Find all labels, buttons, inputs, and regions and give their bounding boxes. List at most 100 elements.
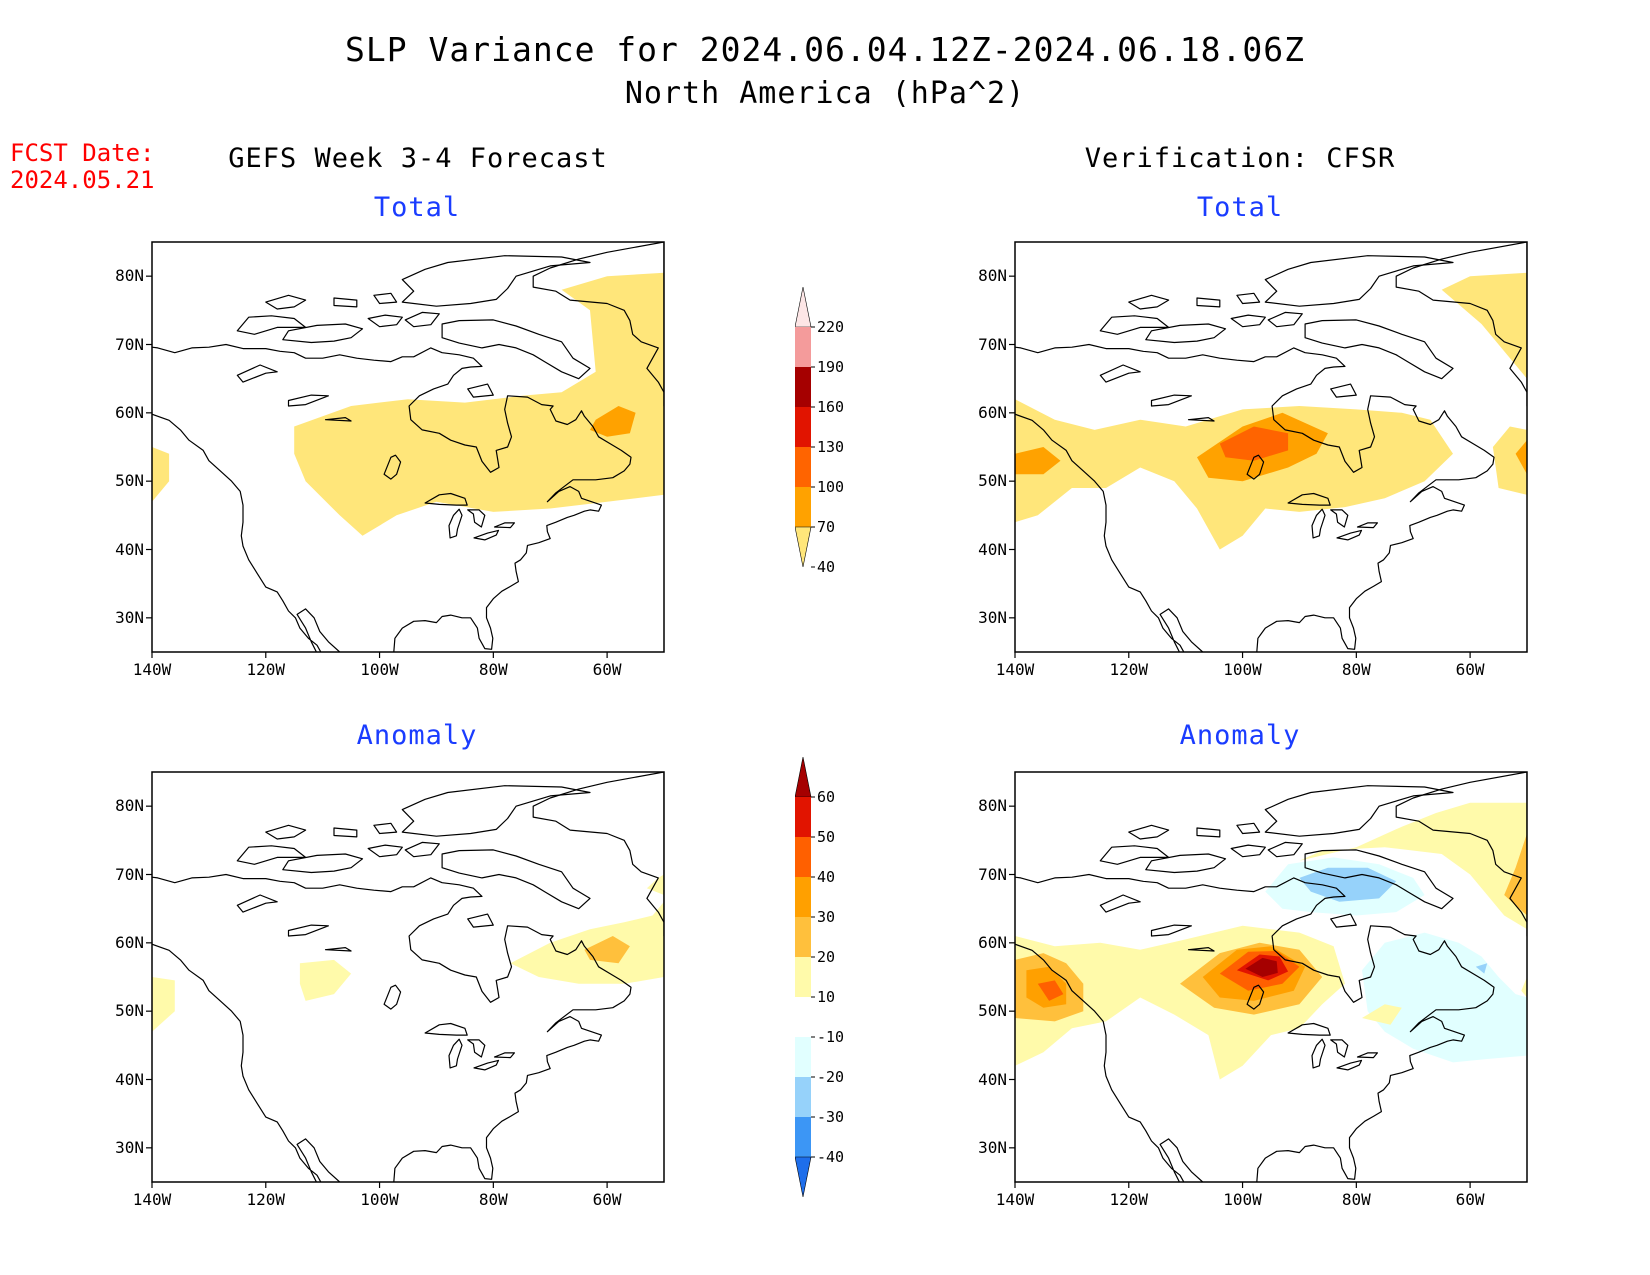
left-column-title: GEFS Week 3-4 Forecast [228, 143, 608, 174]
lat-tick-label: 80N [978, 796, 1007, 816]
lat-tick-label: 30N [115, 1137, 144, 1157]
lat-tick-label: 60N [115, 402, 144, 422]
colorbar-tick-label: 20 [817, 948, 836, 966]
lon-tick-label: 120W [246, 660, 286, 679]
shaded-region [1521, 977, 1527, 998]
colorbar-swatch [795, 997, 811, 1037]
colorbar-tick-label: -20 [817, 1068, 845, 1086]
colorbar-tick-label: 10 [817, 988, 836, 1006]
lat-tick-label: 70N [978, 864, 1007, 884]
colorbar-tick-label: 50 [817, 828, 836, 846]
lat-tick-label: 80N [115, 796, 144, 816]
shaded-region [590, 406, 636, 437]
colorbar-swatch [795, 447, 811, 487]
colorbar-tick-label: 220 [817, 318, 845, 336]
colorbar-tick-label: 190 [817, 358, 845, 376]
lon-tick-label: 100W [1223, 1190, 1262, 1209]
lon-tick-label: 120W [246, 1190, 286, 1209]
colorbar-tick-label: 30 [817, 908, 836, 926]
shaded-region [1441, 272, 1527, 379]
figure-title: SLP Variance for 2024.06.04.12Z-2024.06.… [345, 30, 1305, 69]
lat-tick-label: 30N [978, 1137, 1007, 1157]
colorbar-tick-label: 130 [817, 438, 845, 456]
panel-title-gefs-anomaly: Anomaly [356, 720, 478, 751]
shaded-region [646, 874, 664, 895]
lat-tick-label: 30N [978, 607, 1007, 627]
right-column-title: Verification: CFSR [1084, 143, 1396, 174]
lat-tick-label: 40N [978, 1069, 1007, 1089]
map-plot [1009, 771, 1528, 1188]
shaded-region [1475, 963, 1488, 974]
lon-tick-label: 140W [995, 1190, 1035, 1209]
colorbar-tick-label: -30 [817, 1108, 845, 1126]
fcst-date-value: 2024.05.21 [10, 166, 155, 194]
lat-tick-label: 60N [978, 932, 1007, 952]
lat-tick-label: 40N [115, 1069, 144, 1089]
colorbar-graphic [794, 286, 815, 568]
shaded-region [1299, 802, 1527, 930]
colorbar-swatch [794, 1156, 812, 1198]
colorbar-tick-label: 40 [817, 558, 836, 576]
colorbar-swatch [795, 1037, 811, 1077]
lat-tick-label: 40N [115, 539, 144, 559]
colorbar-swatch [795, 957, 811, 997]
lat-tick-label: 50N [115, 1001, 144, 1021]
panel-title-cfsr-anomaly: Anomaly [1179, 720, 1301, 751]
lat-tick-label: 70N [115, 864, 144, 884]
panel-title-gefs-total: Total [373, 192, 461, 223]
lon-tick-label: 140W [132, 1190, 172, 1209]
lon-tick-label: 100W [360, 1190, 399, 1209]
lat-tick-label: 70N [978, 334, 1007, 354]
shaded-region [152, 977, 175, 1032]
map-plot [1009, 241, 1528, 658]
map-gefs-anomaly: 80N 70N 60N 50N 40N 30N 140W 120W 100W 80W 60W [115, 771, 665, 1209]
figure-subtitle: North America (hPa^2) [624, 76, 1026, 111]
shaded-region [1219, 426, 1289, 461]
colorbar-tick-label: 60 [817, 788, 836, 806]
shaded-region [1362, 1004, 1402, 1025]
panel-title-cfsr-total: Total [1196, 192, 1284, 223]
shaded-region [1515, 440, 1527, 475]
shaded-region [299, 959, 352, 1001]
colorbar-swatch [795, 407, 811, 447]
map-cfsr-anomaly: 80N 70N 60N 50N 40N 30N 140W 120W 100W 80W 60W [978, 771, 1528, 1209]
shaded-region [1504, 833, 1527, 916]
lat-tick-label: 60N [115, 932, 144, 952]
colorbar-swatch [795, 1077, 811, 1117]
lat-tick-label: 50N [978, 1001, 1007, 1021]
shaded-region [1492, 426, 1527, 495]
lon-tick-label: 60W [592, 660, 622, 679]
fcst-date-label: FCST Date: [10, 139, 155, 167]
lat-tick-label: 70N [115, 334, 144, 354]
colorbar-swatch [794, 526, 812, 568]
colorbar-tick-label: 100 [817, 478, 845, 496]
colorbar-tick-label: 160 [817, 398, 845, 416]
map-plot [146, 241, 665, 658]
shaded-region [1245, 957, 1278, 977]
lat-tick-label: 50N [978, 471, 1007, 491]
lon-tick-label: 60W [1455, 1190, 1485, 1209]
lat-tick-label: 80N [978, 266, 1007, 286]
lon-tick-label: 100W [360, 660, 399, 679]
colorbar-tick-label: 70 [817, 518, 836, 536]
lon-tick-label: 140W [132, 660, 172, 679]
colorbar-swatch [795, 877, 811, 917]
colorbar-swatch [794, 286, 812, 328]
lat-tick-label: 50N [115, 471, 144, 491]
shaded-region [510, 901, 664, 984]
fcst-date-block: FCST Date: 2024.05.21 [10, 140, 155, 194]
map-gefs-total: 80N 70N 60N 50N 40N 30N 140W 120W 100W 80W 60W [115, 241, 665, 679]
lon-tick-label: 80W [1341, 660, 1371, 679]
map-plot [146, 771, 665, 1188]
lat-tick-label: 40N [978, 539, 1007, 559]
colorbar-tick-label: -10 [817, 1028, 845, 1046]
shaded-region [294, 272, 664, 536]
lon-tick-label: 80W [478, 660, 508, 679]
colorbar-swatch [794, 756, 812, 798]
map-cfsr-total: 80N 70N 60N 50N 40N 30N 140W 120W 100W 80W 60W [978, 241, 1528, 679]
colorbar-swatch [795, 917, 811, 957]
colorbar-swatch [795, 797, 811, 837]
lon-tick-label: 140W [995, 660, 1035, 679]
lon-tick-label: 60W [592, 1190, 622, 1209]
lon-tick-label: 120W [1109, 1190, 1149, 1209]
